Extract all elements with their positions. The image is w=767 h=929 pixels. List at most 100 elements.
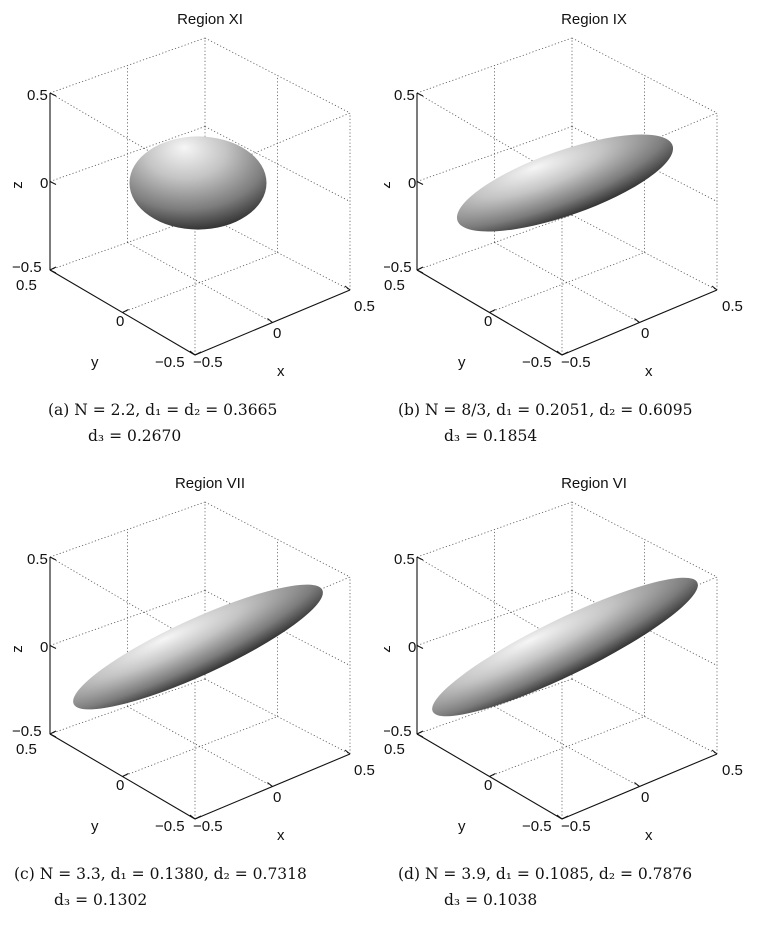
tick-labels: 0.5 0 −0.5 0.5 0 −0.5 −0.5 0 0.5 z y x [9, 551, 375, 844]
box-edge [204, 37, 351, 114]
caption: (c) N = 3.3, d₁ = 0.1380, d₂ = 0.7318 d₃… [14, 865, 307, 907]
z-tick-label: 0 [40, 175, 48, 192]
y-tick-label: 0.5 [384, 277, 405, 294]
x-tick-mark [711, 285, 718, 291]
z-tick-mark [49, 556, 57, 561]
y-tick-label: 0.5 [16, 277, 37, 294]
y-axis-label: y [91, 354, 99, 371]
grid-line [494, 242, 640, 323]
y-tick-label: 0 [484, 313, 492, 330]
x-tick-label: 0.5 [722, 762, 743, 779]
x-tick-label: −0.5 [561, 818, 591, 835]
z-tick-mark [416, 733, 424, 738]
caption: (b) N = 8/3, d₁ = 0.2051, d₂ = 0.6095 d₃… [398, 401, 693, 443]
grid-line [122, 716, 278, 777]
grid-line [494, 706, 640, 787]
z-tick-mark [49, 733, 57, 738]
x-tick-mark [634, 318, 640, 323]
box-edge [571, 214, 718, 291]
x-tick-mark [711, 749, 718, 755]
x-tick-label: 0 [641, 789, 649, 806]
y-tick-mark [561, 351, 569, 356]
y-tick-label: 0.5 [16, 741, 37, 758]
x-axis-label: x [277, 363, 285, 380]
box-edge [416, 501, 573, 558]
x-tick-label: 0.5 [354, 762, 375, 779]
z-axis-label: z [384, 181, 394, 189]
caption-line2: d₃ = 0.1038 [444, 891, 538, 909]
z-tick-mark [49, 92, 57, 97]
z-tick-label: −0.5 [384, 259, 412, 276]
panel-b: Region IX 0.5 0 −0.5 0.5 0 −0.5 −0.5 0 0… [384, 0, 767, 464]
box-edge [571, 501, 718, 578]
caption-line1: (b) N = 8/3, d₁ = 0.2051, d₂ = 0.6095 [398, 401, 693, 419]
box-edge [49, 556, 196, 643]
z-tick-label: 0 [40, 639, 48, 656]
panel-c: Region VII 0.5 0 −0.5 0.5 0 −0.5 −0.5 0 … [0, 464, 383, 928]
x-axis-label: x [277, 827, 285, 844]
x-tick-mark [267, 318, 273, 323]
x-tick-label: 0 [273, 325, 281, 342]
z-tick-mark [49, 645, 57, 649]
x-tick-label: 0 [641, 325, 649, 342]
y-tick-label: −0.5 [155, 818, 185, 835]
y-tick-label: 0 [116, 777, 124, 794]
tick-labels: 0.5 0 −0.5 0.5 0 −0.5 −0.5 0 0.5 z y x [9, 87, 375, 380]
grid-line [489, 716, 645, 777]
panel-a: Region XI 0.5 0 −0.5 0.5 0 −0.5 −0.5 0 0… [0, 0, 383, 464]
z-axis-label: z [384, 645, 394, 653]
box-edge [49, 501, 206, 558]
z-tick-mark [416, 556, 424, 561]
z-tick-label: 0 [408, 639, 416, 656]
y-tick-mark [122, 309, 129, 313]
caption-line1: (a) N = 2.2, d₁ = d₂ = 0.3665 [48, 401, 278, 419]
x-tick-mark [344, 749, 351, 755]
y-tick-label: 0 [484, 777, 492, 794]
x-tick-label: 0.5 [722, 298, 743, 315]
z-tick-mark [49, 269, 57, 274]
plot-a: Region XI 0.5 0 −0.5 0.5 0 −0.5 −0.5 0 0… [9, 11, 375, 380]
grid-line [127, 706, 273, 787]
y-tick-mark [416, 730, 424, 735]
plot-b: Region IX 0.5 0 −0.5 0.5 0 −0.5 −0.5 0 0… [384, 11, 743, 380]
y-tick-mark [194, 351, 202, 356]
y-tick-label: −0.5 [155, 354, 185, 371]
x-tick-label: −0.5 [561, 354, 591, 371]
box-edge [49, 678, 206, 735]
ellipsoid [73, 584, 323, 710]
caption-line2: d₃ = 0.1302 [54, 891, 148, 909]
y-tick-mark [194, 815, 202, 820]
plot-c: Region VII 0.5 0 −0.5 0.5 0 −0.5 −0.5 0 … [9, 475, 375, 844]
caption-line1: (c) N = 3.3, d₁ = 0.1380, d₂ = 0.7318 [14, 865, 307, 883]
x-tick-mark [556, 814, 563, 820]
x-axis-label: x [645, 827, 653, 844]
grid-line [489, 252, 645, 313]
y-tick-mark [49, 266, 57, 271]
x-tick-mark [267, 782, 273, 787]
tick-labels: 0.5 0 −0.5 0.5 0 −0.5 −0.5 0 0.5 z y x [384, 87, 743, 380]
y-tick-label: 0.5 [384, 741, 405, 758]
axes-box [49, 501, 351, 820]
z-tick-mark [416, 269, 424, 274]
y-tick-mark [122, 773, 129, 777]
z-tick-label: 0 [408, 175, 416, 192]
plot-d: Region VI 0.5 0 −0.5 0.5 0 −0.5 −0.5 0 0… [384, 475, 743, 844]
box-edge [416, 37, 573, 94]
x-tick-label: −0.5 [193, 818, 223, 835]
y-tick-mark [489, 309, 496, 313]
z-tick-label: −0.5 [384, 723, 412, 740]
box-edge [204, 501, 351, 578]
panel-title: Region IX [561, 11, 627, 28]
panel-title: Region VII [175, 475, 245, 492]
x-axis-label: x [645, 363, 653, 380]
y-tick-mark [561, 815, 569, 820]
y-tick-mark [49, 730, 57, 735]
box-edge [416, 214, 573, 271]
z-tick-mark [49, 181, 57, 185]
caption: (a) N = 2.2, d₁ = d₂ = 0.3665 d₃ = 0.267… [48, 401, 278, 443]
box-edge [204, 214, 351, 291]
z-tick-mark [416, 181, 424, 185]
z-tick-mark [416, 92, 424, 97]
caption-line2: d₃ = 0.2670 [88, 427, 182, 445]
ellipsoid-surface [73, 584, 323, 710]
